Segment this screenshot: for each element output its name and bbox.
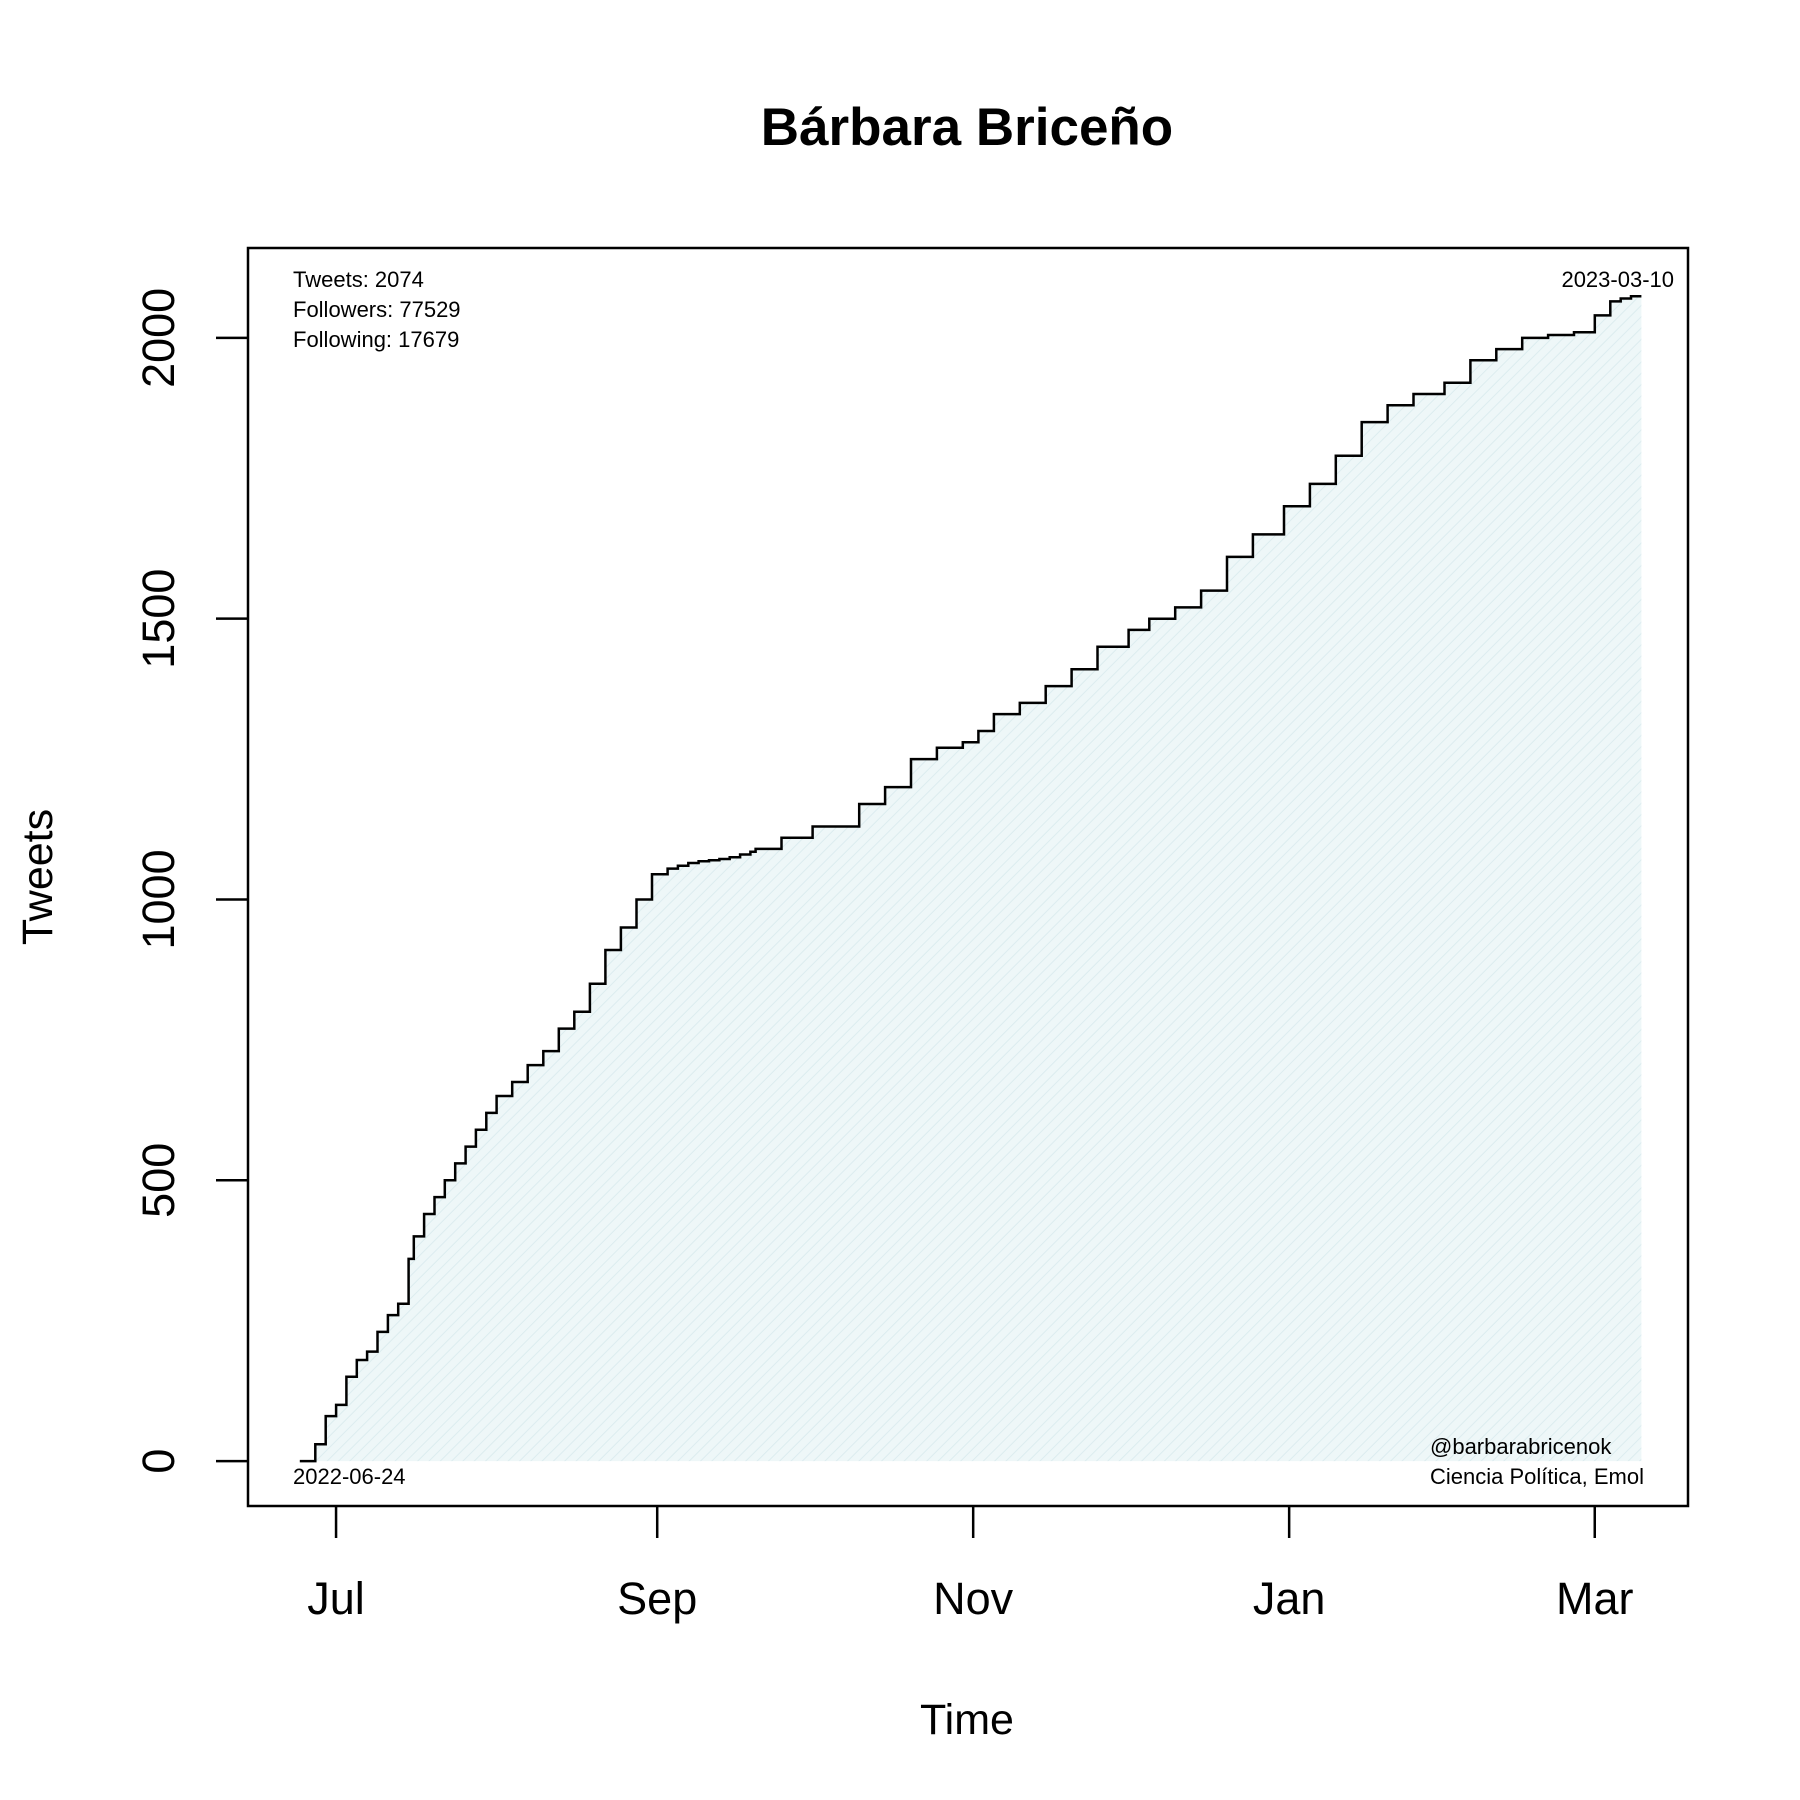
- step-line-series: [299, 295, 1642, 1463]
- start-date-annotation: 2022-06-24: [293, 1464, 406, 1489]
- plot-frame: [246, 246, 1690, 1508]
- stat-following: Following: 17679: [293, 327, 459, 352]
- chart-title: Bárbara Briceño: [761, 98, 1173, 157]
- x-axis-label: Time: [920, 1696, 1014, 1744]
- stats-annotation: Tweets: 2074 Followers: 77529 Following:…: [293, 267, 461, 352]
- x-tick-label-mar: Mar: [1556, 1573, 1634, 1624]
- end-date-annotation: 2023-03-10: [1561, 267, 1674, 292]
- affiliation-annotation: Ciencia Política, Emol: [1430, 1464, 1644, 1489]
- stat-tweets: Tweets: 2074: [293, 267, 424, 292]
- y-tick-label-1000: 1000: [133, 849, 184, 949]
- plot-area: [299, 295, 1642, 1463]
- x-tick-label-jul: Jul: [307, 1573, 365, 1624]
- x-tick-label-sep: Sep: [617, 1573, 697, 1624]
- y-tick-label-1500: 1500: [133, 569, 184, 669]
- area-fill: [299, 296, 1642, 1462]
- y-axis: 0 500 1000 1500 2000: [133, 288, 248, 1474]
- handle-annotation: @barbarabricenok: [1430, 1434, 1612, 1459]
- y-axis-label: Tweets: [14, 809, 62, 945]
- stat-followers: Followers: 77529: [293, 297, 461, 322]
- y-tick-label-2000: 2000: [133, 288, 184, 388]
- x-axis: Jul Sep Nov Jan Mar: [307, 1506, 1634, 1624]
- y-tick-label-500: 500: [133, 1143, 184, 1218]
- y-tick-label-0: 0: [133, 1449, 184, 1474]
- x-tick-label-jan: Jan: [1253, 1573, 1326, 1624]
- x-tick-label-nov: Nov: [933, 1573, 1014, 1624]
